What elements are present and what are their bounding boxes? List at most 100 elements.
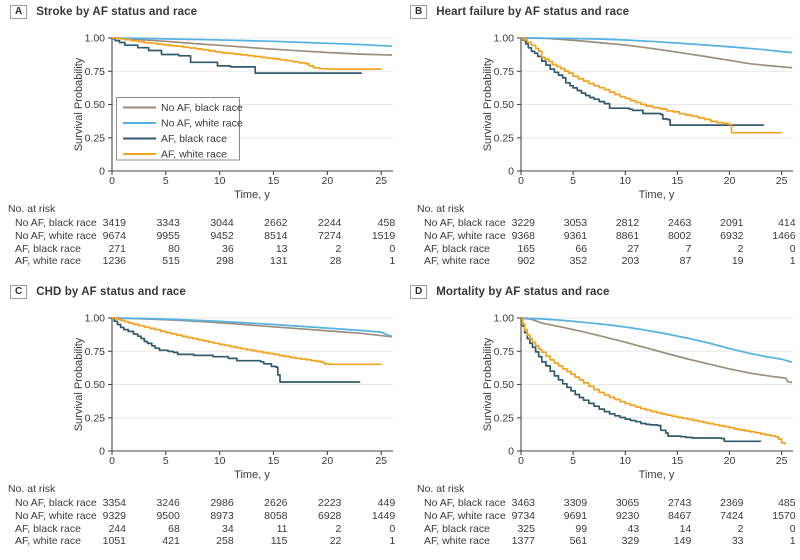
y-tick-label: 0.25	[494, 412, 515, 424]
risk-value: 258	[216, 535, 234, 548]
y-tick-label: 1.00	[494, 33, 515, 45]
risk-value: 1	[389, 535, 396, 548]
curve-af-white-race	[521, 37, 783, 134]
x-tick-label: 25	[375, 455, 387, 467]
x-tick-label: 15	[671, 175, 683, 187]
x-tick-label: 0	[109, 175, 115, 187]
risk-table-header: No. at risk	[417, 483, 465, 495]
curve-no-af-black-race	[111, 317, 393, 338]
risk-value: 165	[517, 242, 535, 255]
risk-value: 9329	[102, 509, 126, 522]
risk-value: 0	[389, 522, 396, 535]
risk-row-label: AF, black race	[424, 242, 490, 255]
x-axis-title: Time, y	[234, 469, 270, 481]
panel-b-heart-failure: B Heart failure by AF status and race 0 5…	[400, 0, 800, 280]
curve-no-af-black-race	[111, 37, 393, 56]
risk-row-label: No AF, black race	[424, 497, 506, 509]
panel-d-mortality: D Mortality by AF status and race 0 5 10 15…	[400, 280, 800, 560]
risk-value: 421	[162, 535, 180, 548]
risk-value: 2244	[318, 217, 342, 229]
risk-value: 9955	[156, 229, 180, 242]
risk-value: 9691	[563, 509, 588, 522]
panel-letter-c: C	[10, 285, 28, 299]
risk-value: 203	[621, 255, 640, 268]
y-tick-label: 0	[508, 446, 514, 458]
risk-value: 485	[778, 497, 796, 509]
risk-value: 902	[517, 255, 535, 268]
risk-value: 8058	[264, 509, 288, 522]
y-tick-label: 0.75	[85, 346, 106, 358]
risk-row-label: AF, white race	[424, 255, 490, 268]
x-tick-label: 25	[776, 175, 788, 187]
x-tick-label: 10	[619, 175, 631, 187]
risk-row-label: No AF, white race	[424, 509, 506, 522]
panel-title: CHD by AF status and race	[36, 286, 186, 298]
risk-table: No. at risk No AF, black race 3354 3246 298…	[0, 482, 400, 558]
risk-value: 2369	[720, 497, 744, 509]
x-tick-label: 5	[163, 455, 169, 467]
risk-value: 2	[335, 522, 342, 535]
risk-value: 3229	[511, 217, 535, 229]
panel-letter-d: D	[410, 285, 428, 299]
x-tick-label: 15	[268, 175, 280, 187]
risk-value: 1051	[102, 535, 126, 548]
risk-value: 68	[168, 522, 180, 535]
x-axis-title: Time, y	[639, 189, 675, 201]
risk-table: No. at risk No AF, black race 3419 3343 304…	[0, 202, 400, 278]
panel-a-stroke: A Stroke by AF status and race 0 5 10 15 20 2…	[0, 0, 400, 280]
risk-value: 131	[269, 255, 288, 268]
risk-value: 1466	[772, 229, 796, 242]
risk-value: 2463	[667, 217, 692, 229]
risk-value: 352	[569, 255, 588, 268]
risk-row-label: AF, white race	[15, 535, 81, 548]
risk-value: 87	[679, 255, 692, 268]
risk-value: 458	[377, 217, 396, 229]
risk-row-label: No AF, black race	[15, 497, 97, 509]
survival-plot: 0 5 10 15 20 25 0 0.25 0.50 0.75 1.00 Time, y Surviv…	[73, 313, 393, 481]
y-tick-label: 1.00	[85, 313, 106, 325]
risk-value: 28	[329, 255, 342, 268]
risk-value: 7424	[720, 509, 744, 522]
risk-value: 0	[389, 242, 396, 255]
risk-value: 13	[275, 242, 288, 255]
risk-value: 2	[737, 242, 744, 255]
risk-value: 6928	[318, 509, 342, 522]
x-tick-label: 10	[214, 455, 226, 467]
risk-table-header: No. at risk	[8, 483, 56, 495]
panel-header: A Stroke by AF status and race	[10, 5, 197, 19]
legend-label-no-af-black-race: No AF, black race	[161, 102, 243, 114]
x-tick-label: 0	[518, 455, 524, 467]
risk-row-label: No AF, white race	[424, 229, 506, 242]
risk-row-label: AF, black race	[424, 522, 490, 535]
x-tick-label: 20	[724, 175, 736, 187]
panel-letter-a: A	[10, 5, 28, 19]
panel-c-chd: C CHD by AF status and race 0 5 10 15 20 25 0 0…	[0, 280, 400, 560]
x-tick-label: 5	[163, 175, 169, 187]
y-tick-label: 0	[99, 166, 105, 178]
risk-value: 9500	[156, 509, 180, 522]
risk-row-label: AF, white race	[15, 255, 81, 268]
y-tick-label: 0.75	[494, 346, 515, 358]
risk-value: 66	[575, 242, 588, 255]
x-tick-label: 20	[322, 455, 334, 467]
panel-header: D Mortality by AF status and race	[410, 285, 610, 299]
survival-plot: 0 5 10 15 20 25 0 0.25 0.50 0.75 1.00 Time, y Surviv…	[482, 313, 793, 481]
y-axis-title: Survival Probability	[73, 57, 85, 151]
x-tick-label: 0	[109, 455, 115, 467]
risk-value: 1	[789, 535, 796, 548]
risk-value: 115	[270, 535, 288, 548]
y-tick-label: 0.75	[494, 66, 515, 78]
risk-value: 11	[276, 522, 288, 535]
risk-value: 8467	[667, 509, 692, 522]
curve-af-white-race	[112, 317, 383, 366]
risk-value: 3053	[563, 217, 588, 229]
risk-value: 34	[222, 522, 234, 535]
risk-value: 1	[789, 255, 796, 268]
x-tick-label: 5	[570, 175, 576, 187]
y-tick-label: 0.50	[85, 379, 106, 391]
risk-value: 7274	[318, 229, 342, 242]
curve-af-black-race	[112, 317, 361, 383]
risk-value: 2812	[615, 217, 640, 229]
risk-value: 36	[222, 242, 234, 255]
y-tick-label: 0.25	[494, 132, 515, 144]
